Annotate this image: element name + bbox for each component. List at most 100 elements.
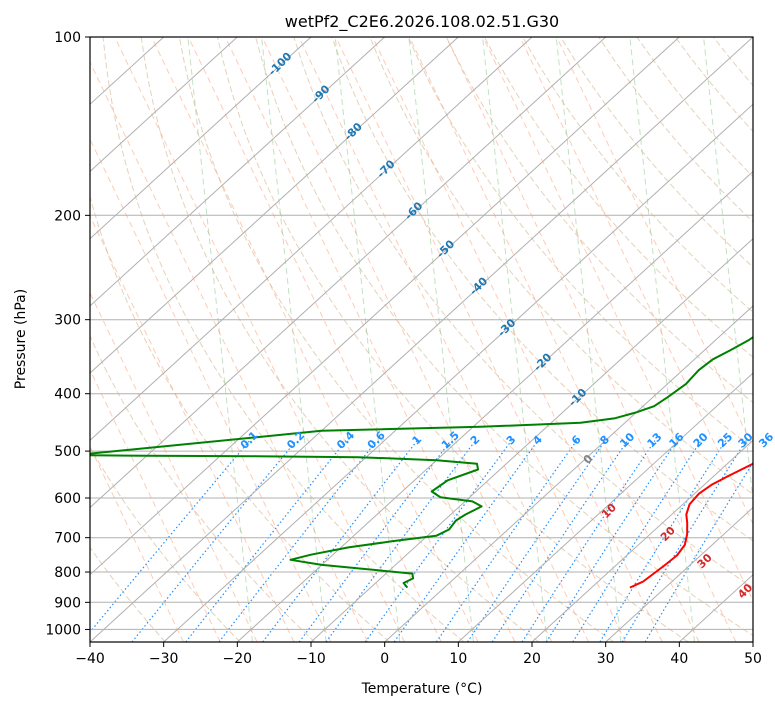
dry-adiabat-line [90,446,241,642]
y-tick-label: 700 [54,531,81,547]
y-tick-label: 500 [54,444,81,460]
mixing-ratio-label: 36 [756,430,775,450]
mixing-ratio-label: 13 [645,430,665,450]
mixing-ratio-label: 2 [468,433,483,448]
moist-adiabat-label: 10 [599,501,619,521]
green-reference-line [408,37,474,642]
mixing-ratio-label: 10 [617,430,637,450]
mixing-ratio-line [90,440,251,633]
y-tick-label: 600 [54,491,81,507]
dry-adiabat-line [90,546,166,642]
mixing-ratio-line [491,440,629,642]
mixing-ratio-label: 0.1 [238,429,261,452]
mixing-ratio-line [545,440,678,642]
y-tick-label: 900 [54,595,81,611]
mixing-ratio-line [521,440,656,642]
isotherm-line [531,439,753,642]
x-axis-label: Temperature (°C) [361,681,483,697]
moist-adiabat-line [519,37,753,525]
plot-frame [89,36,754,643]
moist-adiabat-line [90,214,295,642]
y-axis-ticks: 100 200 300 400 500 600 700 800 900 1000 [45,30,90,638]
x-tick-label: 40 [670,651,688,667]
moist-adiabat-line [298,37,590,642]
mixing-ratio-label: 3 [504,433,519,448]
moist-adiabat-line [151,37,442,642]
isotherm-line [310,237,753,642]
mixing-ratio-line [644,461,753,642]
y-tick-label: 200 [54,208,81,224]
dry-adiabat-line [369,37,753,495]
green-reference-line [555,37,622,642]
temperature-profile [629,462,753,589]
mixing-ratio-line [599,440,727,642]
isotherm-line [384,305,753,642]
dry-adiabat-line [90,194,390,642]
moist-adiabat-line [90,445,184,642]
dry-adiabat-line [178,37,614,642]
mixing-ratio-line [435,440,578,642]
dry-adiabat-line [217,37,689,642]
x-tick-label: −10 [296,651,326,667]
y-tick-label: 1000 [45,622,81,638]
moist-adiabat-line [90,291,258,642]
moist-adiabat-line [408,37,700,642]
x-tick-label: 20 [523,651,541,667]
isotherm-line [752,641,753,642]
dry-adiabat-line [102,37,465,642]
chart-title: wetPf2_C2E6.2026.108.02.51.G30 [285,12,559,32]
dry-adiabat-line [560,37,753,268]
isotherm-line [90,37,312,240]
isotherm-line [90,37,753,642]
dry-adiabat-line [674,37,753,133]
isotherm-line [90,37,607,509]
mixing-ratio-line [572,440,702,642]
y-tick-label: 400 [54,387,81,403]
x-axis-ticks: −40 −30 −20 −10 0 10 20 30 40 50 [75,642,762,667]
profile-series [90,335,753,589]
mixing-ratio-label: 25 [715,430,735,450]
isotherm-line [90,37,238,173]
y-axis-label: Pressure (hPa) [13,289,29,389]
x-tick-label: 0 [380,651,389,667]
moist-adiabat-line [335,37,626,642]
gridlines [90,37,753,642]
moist-adiabat-line [556,37,753,449]
mixing-ratio-line [393,440,539,642]
dry-adiabat-line [712,37,753,87]
green-reference-line [261,37,327,642]
moist-adiabat-line [90,368,221,642]
moist-adiabat-line [482,37,753,602]
dry-adiabat-line [255,37,753,637]
x-tick-label: 10 [449,651,467,667]
isotherm-line [90,37,680,576]
moist-adiabat-line [90,138,332,642]
x-tick-label: 50 [744,651,762,667]
green-reference-line [334,37,401,642]
moist-adiabat-line [90,61,369,642]
dry-adiabat-line [750,37,753,40]
dry-adiabat-line [407,37,753,449]
mixing-ratio-label: 16 [667,430,687,450]
x-tick-label: −20 [223,651,253,667]
isotherm-line [605,506,753,642]
mixing-ratio-line [218,440,378,642]
isotherm-line [90,37,386,307]
dry-adiabat-line [140,37,540,642]
isotherm-line [236,170,753,642]
isotherm-label: 0 [581,452,596,467]
y-tick-label: 800 [54,565,81,581]
moist-adiabat-line [372,37,663,642]
moist-adiabat-line [261,37,553,642]
isotherm-line [90,37,533,442]
dry-adiabat-line [90,334,316,642]
mixing-ratio-label: 1.5 [439,429,462,452]
green-reference-line [482,37,548,642]
moist-adiabat-line [187,37,479,642]
moist-adiabat-line [445,37,737,642]
x-tick-label: −40 [75,651,105,667]
mixing-ratio-line [364,440,512,642]
moist-adiabat-line [114,37,405,642]
isotherm-line [457,372,753,642]
